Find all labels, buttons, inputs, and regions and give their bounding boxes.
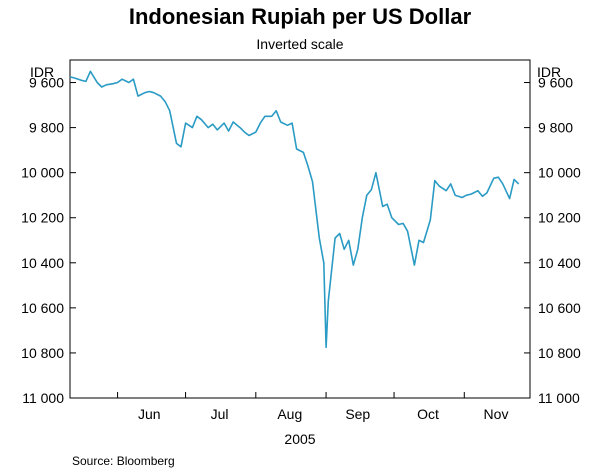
y-tick-label-right: 10 800 xyxy=(538,345,581,361)
y-tick-label-left: 10 200 xyxy=(21,210,64,226)
y-tick-label-right: 11 000 xyxy=(538,390,580,406)
x-tick-label: Jun xyxy=(138,406,161,422)
plot-frame xyxy=(69,59,531,399)
y-tick-label-left: 10 400 xyxy=(21,255,64,271)
y-tick-label-right: 9 600 xyxy=(538,75,573,91)
y-tick-label-left: 10 600 xyxy=(21,300,64,316)
source-note: Source: Bloomberg xyxy=(72,454,175,468)
y-tick-label-left: 10 000 xyxy=(21,165,64,181)
series-line xyxy=(69,70,520,349)
y-tick-label-left: 11 000 xyxy=(22,390,64,406)
y-tick-label-right: 10 000 xyxy=(538,165,581,181)
x-tick-label: Nov xyxy=(484,406,509,422)
chart-subtitle: Inverted scale xyxy=(256,36,344,52)
y-axis-unit-right: IDR xyxy=(537,64,561,80)
y-tick-label-left: 9 800 xyxy=(29,120,64,136)
chart-title: Indonesian Rupiah per US Dollar xyxy=(128,4,472,29)
x-tick-label: Oct xyxy=(417,406,439,422)
y-tick-label-left: 9 600 xyxy=(29,75,64,91)
y-tick-label-right: 10 200 xyxy=(538,210,581,226)
y-axis-unit-left: IDR xyxy=(30,64,54,80)
y-tick-label-left: 10 800 xyxy=(21,345,64,361)
y-tick-label-right: 10 400 xyxy=(538,255,581,271)
y-tick-label-right: 10 600 xyxy=(538,300,581,316)
x-tick-label: Jul xyxy=(211,406,229,422)
x-axis-year-label: 2005 xyxy=(284,431,315,447)
y-tick-label-right: 9 800 xyxy=(538,120,573,136)
x-tick-label: Sep xyxy=(345,406,370,422)
x-tick-label: Aug xyxy=(277,406,302,422)
